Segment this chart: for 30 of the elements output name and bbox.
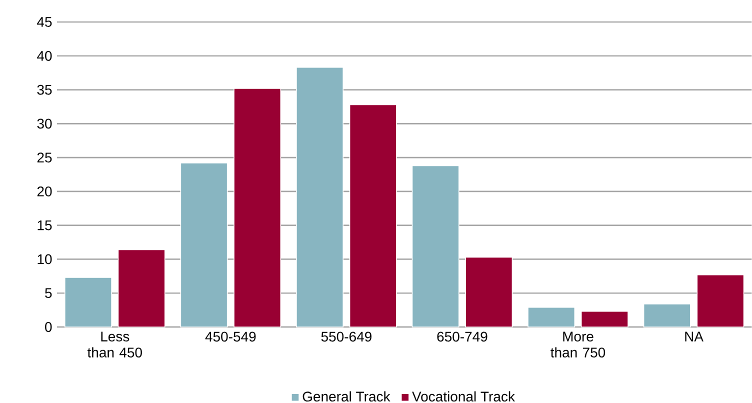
- bar: [118, 249, 166, 328]
- bar: [234, 88, 282, 328]
- y-tick-label: 45: [37, 17, 52, 27]
- legend-label: Vocational Track: [412, 391, 515, 402]
- bar: [643, 304, 691, 328]
- bar: [465, 256, 513, 328]
- y-tick-label: 5: [45, 288, 52, 298]
- bar: [349, 104, 397, 328]
- bar: [180, 162, 228, 328]
- y-tick-label: 35: [37, 84, 52, 95]
- y-tick-label: 15: [38, 220, 52, 230]
- y-tick-label: 20: [37, 186, 52, 196]
- bar: [696, 274, 744, 328]
- x-tick-label: 550-649: [321, 332, 372, 342]
- x-tick-label: Less than 450: [87, 332, 142, 358]
- y-tick-label: 30: [37, 118, 52, 129]
- bar: [528, 306, 576, 328]
- bar: [412, 165, 460, 328]
- y-tick-label: 25: [37, 152, 52, 163]
- x-tick-label: More than 750: [550, 332, 606, 358]
- x-tick-label: 450-549: [205, 332, 256, 342]
- bar: [296, 67, 344, 328]
- legend-label: General Track: [302, 391, 390, 402]
- bar: [580, 311, 628, 328]
- y-tick-label: 40: [37, 50, 52, 61]
- y-tick-label: 0: [45, 322, 52, 332]
- x-tick-label: NA: [685, 332, 704, 342]
- y-tick-label: 10: [38, 254, 52, 264]
- x-tick-label: 650-749: [437, 332, 488, 342]
- bar: [64, 277, 112, 328]
